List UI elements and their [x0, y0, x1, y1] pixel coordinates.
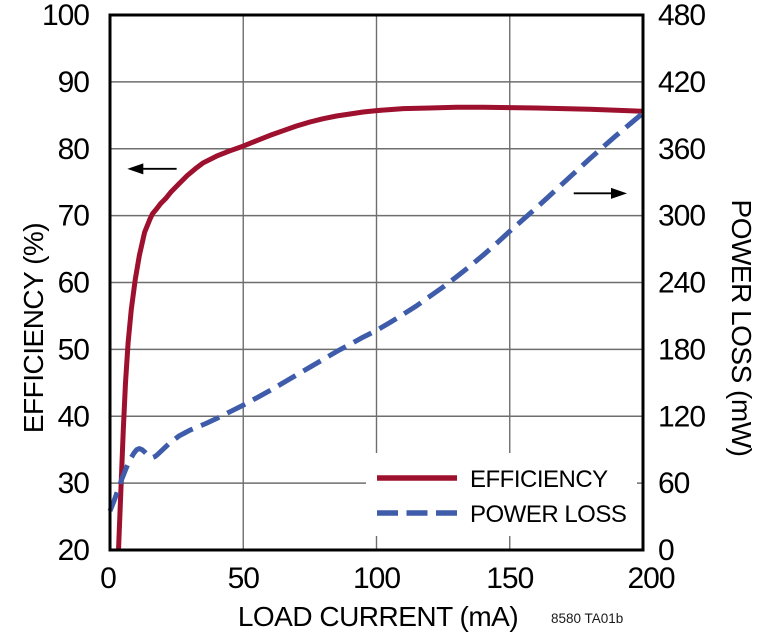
y-left-tick-label-40: 40	[58, 400, 90, 433]
x-tick-label-50: 50	[228, 562, 260, 595]
y-right-tick-label-120: 120	[658, 400, 705, 433]
y-left-tick-label-100: 100	[42, 0, 89, 32]
legend-label-efficiency: EFFICIENCY	[470, 466, 608, 493]
y-right-tick-label-300: 300	[658, 200, 705, 233]
y-left-tick-label-20: 20	[58, 534, 90, 567]
y-right-tick-label-180: 180	[658, 333, 705, 366]
y-left-tick-label-90: 90	[58, 66, 90, 99]
y-left-tick-label-30: 30	[58, 467, 90, 500]
x-tick-label-100: 100	[353, 562, 400, 595]
y-right-tick-label-420: 420	[658, 66, 705, 99]
y-left-tick-label-70: 70	[58, 200, 90, 233]
x-tick-label-200: 200	[627, 562, 674, 595]
x-tick-label-150: 150	[486, 562, 533, 595]
right-axis-title: POWER LOSS (mW)	[726, 199, 757, 457]
y-left-tick-label-60: 60	[58, 267, 90, 300]
series-curve-power-loss	[107, 111, 645, 512]
legend-label-power-loss: POWER LOSS	[470, 501, 626, 528]
y-left-tick-label-50: 50	[58, 333, 90, 366]
y-right-tick-label-0: 0	[658, 534, 674, 567]
y-right-tick-label-480: 480	[658, 0, 705, 32]
plot-frame	[108, 13, 645, 552]
left-arrow-head-icon	[127, 163, 144, 175]
y-right-tick-label-360: 360	[658, 133, 705, 166]
y-left-tick-label-80: 80	[58, 133, 90, 166]
x-tick-label-0: 0	[100, 562, 116, 595]
y-right-tick-label-60: 60	[658, 467, 690, 500]
y-right-tick-label-240: 240	[658, 267, 705, 300]
figure-note: 8580 TA01b	[551, 611, 624, 626]
x-axis-title: LOAD CURRENT (mA)	[237, 601, 519, 632]
right-arrow-head-icon	[611, 187, 628, 199]
series-curve-efficiency	[116, 104, 644, 551]
left-axis-title: EFFICIENCY (%)	[18, 222, 49, 434]
legend-background	[366, 453, 637, 536]
